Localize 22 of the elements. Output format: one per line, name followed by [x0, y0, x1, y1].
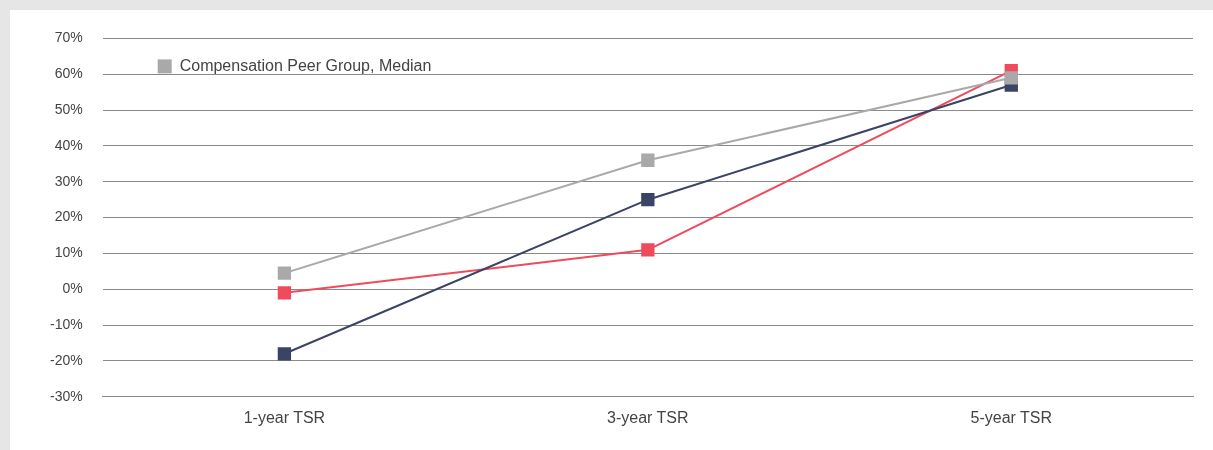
- y-tick-label: 60%: [54, 65, 83, 82]
- y-tick-label: -10%: [50, 315, 83, 332]
- y-tick-label: -30%: [50, 387, 83, 404]
- y-tick-label: 20%: [54, 208, 83, 225]
- legend-label: Compensation Peer Group, Median: [179, 56, 432, 74]
- y-tick-label: 0%: [62, 280, 83, 297]
- point: [277, 266, 292, 280]
- point: [641, 153, 655, 167]
- point: [277, 347, 292, 361]
- x-tick-label: 5-year TSR: [970, 408, 1053, 426]
- y-tick-label: 50%: [54, 100, 83, 117]
- y-tick-label: 70%: [54, 29, 83, 46]
- point: [641, 243, 655, 257]
- x-tick-label: 3-year TSR: [607, 408, 689, 426]
- y-tick-label: 30%: [54, 172, 83, 189]
- point: [641, 193, 655, 207]
- y-tick-label: 10%: [54, 244, 83, 261]
- x-tick-label: 1-year TSR: [243, 408, 326, 426]
- y-tick-label: 40%: [54, 136, 83, 153]
- point: [277, 286, 292, 300]
- y-tick-label: -20%: [50, 351, 83, 368]
- point: [1004, 71, 1018, 85]
